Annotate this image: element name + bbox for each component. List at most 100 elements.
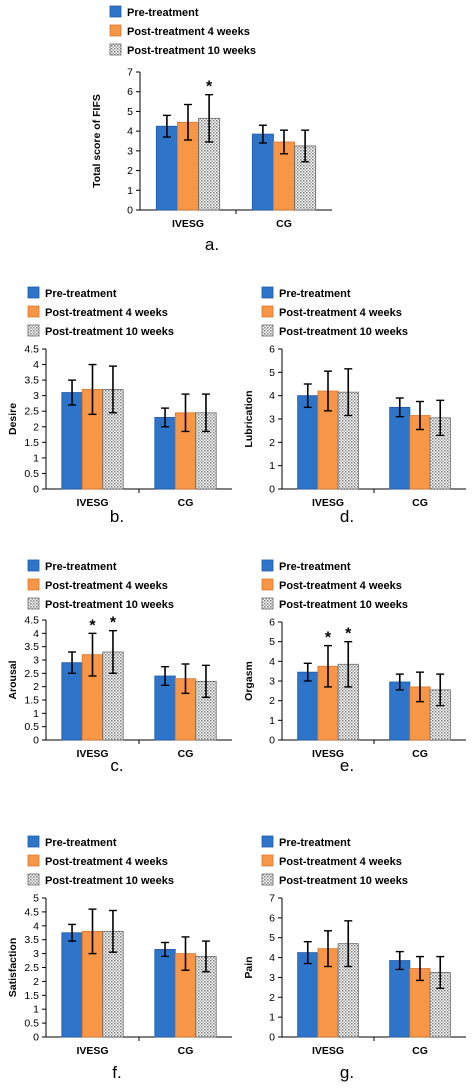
chart-panel-c: 0 0.511.5 22.53 3.544.5 Arousal IVESG * * CG c. [7,615,232,775]
y-tick-label: 0.5 [24,1018,39,1030]
y-tick-label: 0 [33,484,39,496]
chart-panel-e: 0 1 2 3 4 5 6 Orgasm IVESG * * CG e. [243,617,466,775]
legend-swatch [261,286,274,299]
significance-marker: * [345,626,352,643]
y-axis-label: Satisfaction [7,938,19,998]
legend-swatch [261,559,274,572]
x-tick-label: IVESG [76,748,108,760]
legend-entry: Pre-treatment [127,7,199,19]
panel-label: f. [112,1063,121,1082]
x-tick-label: CG [178,497,194,509]
bar [155,125,178,211]
y-tick-label: 4 [33,359,39,371]
y-tick-label: 2 [33,681,39,693]
bar [297,952,319,1038]
y-tick-label: 4.5 [24,615,39,627]
y-tick-label: 2.5 [24,962,39,974]
legend-entry: Pre-treatment [45,837,117,849]
panel-label: a. [205,235,219,254]
chart-panel-a: 0 1 2 3 4 5 6 7 Total score of FIFS IVESG * CG a. [91,67,332,254]
y-tick-label: 2 [269,437,275,449]
y-tick-label: 2.5 [24,406,39,418]
bar [389,406,411,490]
y-tick-label: 6 [269,912,275,924]
x-tick-label: IVESG [312,748,344,760]
y-tick-label: 2.5 [24,668,39,680]
legend-swatch [27,578,40,591]
x-tick-label: IVESG [172,218,204,230]
y-tick-label: 4.5 [24,344,39,356]
legend-swatch [27,559,40,572]
y-tick-label: 3 [33,948,39,960]
bar [251,133,274,211]
y-tick-label: 4 [33,920,39,932]
panel-label: e. [340,756,354,775]
y-tick-label: 4 [127,126,133,138]
y-tick-label: 5 [269,932,275,944]
bar [389,960,411,1038]
y-tick-label: 0 [269,735,275,747]
y-tick-label: 1 [269,715,275,727]
panel-label: c. [110,756,123,775]
y-axis-label: Arousal [7,660,19,699]
legend-swatch [109,24,122,37]
y-tick-label: 3 [127,145,133,157]
y-tick-label: 2 [269,695,275,707]
y-tick-label: 1.5 [24,990,39,1002]
y-tick-label: 0 [269,1032,275,1044]
legend-entry: Post-treatment 10 weeks [45,875,174,887]
y-tick-label: 3 [269,414,275,426]
legend-entry: Post-treatment 4 weeks [127,26,250,38]
x-tick-label: CG [412,1045,428,1057]
x-tick-label: CG [412,497,428,509]
bar [297,671,319,741]
y-tick-label: 1 [269,1012,275,1024]
legend-entry: Post-treatment 10 weeks [279,599,408,611]
panel-label: g. [340,1063,354,1082]
legend-swatch [261,873,274,886]
legend-entry: Pre-treatment [279,288,351,300]
y-tick-label: 4 [269,656,275,668]
legend-d: Pre-treatment Post-treatment 4 weeks Post-… [261,286,408,338]
legend-entry: Post-treatment 10 weeks [279,875,408,887]
y-tick-label: 0 [127,205,133,217]
bar [154,417,176,490]
legend-swatch [261,597,274,610]
significance-marker: * [206,79,213,96]
y-tick-label: 1.5 [24,695,39,707]
y-tick-label: 4 [33,628,39,640]
x-tick-label: CG [178,1045,194,1057]
y-tick-label: 0.5 [24,468,39,480]
legend-entry: Post-treatment 4 weeks [279,307,402,319]
legend-swatch [27,305,40,318]
x-tick-label: IVESG [312,1045,344,1057]
legend-swatch [261,305,274,318]
y-tick-label: 3.5 [24,934,39,946]
y-axis-label: Orgasm [243,661,255,701]
y-axis-label: Lubrication [243,390,255,447]
x-tick-label: CG [412,748,428,760]
chart-panel-d: 0 1 2 3 4 5 6 Lubrication IVESG CG d. [243,344,466,526]
y-tick-label: 7 [269,893,275,905]
y-tick-label: 2 [127,165,133,177]
y-tick-label: 3 [269,972,275,984]
legend-swatch [109,43,122,56]
legend-g: Pre-treatment Post-treatment 4 weeks Post-… [261,835,408,887]
legend-entry: Post-treatment 10 weeks [279,326,408,338]
y-tick-label: 0.5 [24,721,39,733]
legend-entry: Post-treatment 10 weeks [45,326,174,338]
legend-c: Pre-treatment Post-treatment 4 weeks Post-… [27,559,174,611]
legend-entry: Pre-treatment [279,561,351,573]
y-tick-label: 2 [269,992,275,1004]
legend-swatch [261,324,274,337]
y-tick-label: 6 [269,617,275,629]
legend-f: Pre-treatment Post-treatment 4 weeks Post-… [27,835,174,887]
legend-swatch [27,286,40,299]
y-axis-label: Total score of FIFS [91,94,103,188]
y-tick-label: 1 [33,708,39,720]
legend-b: Pre-treatment Post-treatment 4 weeks Post-… [27,286,174,338]
y-tick-label: 3.5 [24,375,39,387]
legend-e: Pre-treatment Post-treatment 4 weeks Post-… [261,559,408,611]
y-tick-label: 4 [269,952,275,964]
